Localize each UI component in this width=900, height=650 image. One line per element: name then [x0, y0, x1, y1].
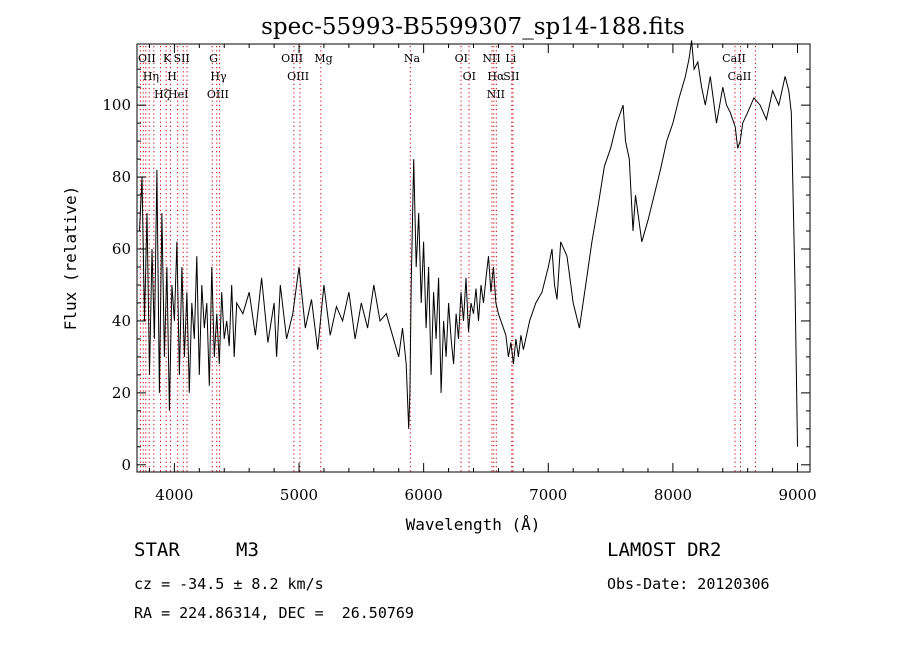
x-tick-label: 8000	[654, 486, 692, 504]
x-axis-label: Wavelength (Å)	[406, 515, 541, 534]
coordinates: RA = 224.86314, DEC = 26.50769	[134, 604, 414, 622]
spectrum-line	[139, 40, 798, 447]
object-subclass: M3	[236, 539, 259, 561]
spectral-line-label: OII	[138, 52, 156, 65]
spectral-line-label: Mg	[314, 52, 332, 65]
spectral-line-label: NII	[487, 88, 505, 101]
y-axis: 0 20 40 60 80 100	[102, 68, 810, 474]
spectral-line-label: Hα	[487, 70, 505, 83]
chart-title: spec-55993-B5599307_sp14-188.fits	[261, 14, 685, 40]
y-axis-label: Flux (relative)	[61, 186, 80, 331]
survey-name: LAMOST DR2	[607, 539, 722, 561]
spectral-line-label: Hη	[143, 70, 159, 83]
spectral-line-label: SII	[174, 52, 190, 65]
y-tick-label: 0	[121, 456, 131, 474]
spectral-line-label: OI	[463, 70, 476, 83]
line-markers	[139, 46, 756, 472]
x-tick-label: 4000	[155, 486, 193, 504]
spectral-line-label: H	[167, 70, 177, 83]
x-tick-label: 7000	[529, 486, 567, 504]
spectral-line-label: K	[163, 52, 172, 65]
redshift-velocity: cz = -34.5 ± 8.2 km/s	[134, 575, 324, 593]
spectral-line-label: CaII	[728, 70, 752, 83]
spectral-line-label: Li	[505, 52, 516, 65]
spectral-line-label: CaII	[722, 52, 746, 65]
y-tick-label: 80	[112, 168, 131, 186]
spectral-line-label: SII	[503, 70, 519, 83]
line-labels: OII Hη Hζ KH HeI SII G Hγ OIII OIII OIII Mg Na OI OI NI…	[138, 52, 751, 101]
y-tick-label: 20	[112, 384, 131, 402]
observation-date: Obs-Date: 20120306	[607, 575, 770, 593]
x-tick-label: 5000	[280, 486, 318, 504]
x-tick-label: 9000	[778, 486, 816, 504]
spectral-line-label: NII	[482, 52, 500, 65]
y-tick-label: 60	[112, 240, 131, 258]
spectral-line-label: OI	[455, 52, 468, 65]
spectral-line-label: Hζ	[154, 88, 170, 101]
spectral-line-label: Na	[404, 52, 421, 65]
plot-frame	[136, 43, 811, 473]
spectral-line-label: Hγ	[210, 70, 227, 83]
x-axis: 4000 5000 6000 7000 8000 9000	[148, 44, 817, 504]
spectral-line-label: HeI	[168, 88, 188, 101]
spectral-line-label: G	[209, 52, 218, 65]
object-class: STAR	[134, 539, 180, 561]
spectral-line-label: OIII	[207, 88, 229, 101]
x-tick-label: 6000	[405, 486, 443, 504]
y-tick-label: 40	[112, 312, 131, 330]
y-tick-label: 100	[102, 96, 131, 114]
spectral-line-label: OIII	[281, 52, 303, 65]
spectral-line-label: OIII	[287, 70, 309, 83]
